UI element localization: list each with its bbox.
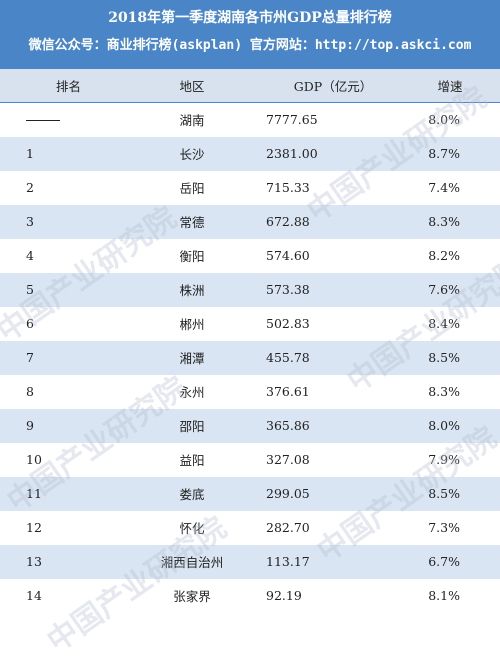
table-row: 12 怀化 282.70 7.3% xyxy=(0,510,500,545)
table-row: 13 湘西自治州 113.17 6.7% xyxy=(0,544,500,579)
cell-gdp: 574.60 xyxy=(266,238,400,273)
cell-region: 邵阳 xyxy=(118,408,266,443)
cell-gdp: 282.70 xyxy=(266,510,400,545)
cell-gdp: 2381.00 xyxy=(266,136,400,171)
cell-growth: 7.9% xyxy=(400,442,500,477)
cell-growth: 8.5% xyxy=(400,476,500,511)
cell-growth: 7.6% xyxy=(400,272,500,307)
table-row: 14 张家界 92.19 8.1% xyxy=(0,578,500,613)
table-row: 8 永州 376.61 8.3% xyxy=(0,374,500,409)
cell-gdp: 92.19 xyxy=(266,578,400,613)
cell-region: 益阳 xyxy=(118,442,266,477)
cell-gdp: 376.61 xyxy=(266,374,400,409)
page-subtitle: 微信公众号：商业排行榜(askplan) 官方网站：http://top.ask… xyxy=(28,38,472,53)
cell-rank: 11 xyxy=(0,476,118,511)
cell-gdp: 7777.65 xyxy=(266,102,400,137)
cell-rank: 14 xyxy=(0,578,118,613)
cell-rank: 4 xyxy=(0,238,118,273)
cell-region: 张家界 xyxy=(118,578,266,613)
cell-growth: 8.5% xyxy=(400,340,500,375)
cell-region: 永州 xyxy=(118,374,266,409)
cell-rank: 9 xyxy=(0,408,118,443)
cell-gdp: 502.83 xyxy=(266,306,400,341)
table-body: 湖南 7777.65 8.0% 1 长沙 2381.00 8.7% 2 岳阳 715.33 7.4%… xyxy=(0,102,500,613)
cell-region: 湘潭 xyxy=(118,340,266,375)
cell-growth: 6.7% xyxy=(400,544,500,579)
cell-rank xyxy=(0,102,118,137)
column-header-gdp: GDP（亿元） xyxy=(266,68,400,103)
cell-gdp: 672.88 xyxy=(266,204,400,239)
table-row: 2 岳阳 715.33 7.4% xyxy=(0,170,500,205)
table-row: 3 常德 672.88 8.3% xyxy=(0,204,500,239)
cell-growth: 8.3% xyxy=(400,374,500,409)
cell-growth: 8.7% xyxy=(400,136,500,171)
column-header-rank: 排名 xyxy=(0,68,118,103)
cell-growth: 8.3% xyxy=(400,204,500,239)
table-row: 6 郴州 502.83 8.4% xyxy=(0,306,500,341)
table-row: 4 衡阳 574.60 8.2% xyxy=(0,238,500,273)
table-row: 1 长沙 2381.00 8.7% xyxy=(0,136,500,171)
cell-gdp: 113.17 xyxy=(266,544,400,579)
dash-mark xyxy=(26,120,60,122)
cell-rank: 6 xyxy=(0,306,118,341)
cell-region: 衡阳 xyxy=(118,238,266,273)
page-title: 2018年第一季度湖南各市州GDP总量排行榜 xyxy=(108,10,392,26)
header: 2018年第一季度湖南各市州GDP总量排行榜 微信公众号：商业排行榜(askpl… xyxy=(0,0,500,68)
cell-growth: 7.3% xyxy=(400,510,500,545)
table-row: 5 株洲 573.38 7.6% xyxy=(0,272,500,307)
cell-rank: 5 xyxy=(0,272,118,307)
cell-growth: 8.1% xyxy=(400,578,500,613)
cell-growth: 8.0% xyxy=(400,408,500,443)
cell-gdp: 573.38 xyxy=(266,272,400,307)
gdp-table: 排名 地区 GDP（亿元） 增速 湖南 7777.65 8.0% 1 长沙 2381.00… xyxy=(0,68,500,613)
cell-gdp: 455.78 xyxy=(266,340,400,375)
table-row: 9 邵阳 365.86 8.0% xyxy=(0,408,500,443)
cell-region: 株洲 xyxy=(118,272,266,307)
cell-growth: 8.4% xyxy=(400,306,500,341)
cell-region: 娄底 xyxy=(118,476,266,511)
cell-rank: 12 xyxy=(0,510,118,545)
cell-region: 怀化 xyxy=(118,510,266,545)
cell-rank: 3 xyxy=(0,204,118,239)
cell-growth: 7.4% xyxy=(400,170,500,205)
cell-rank: 1 xyxy=(0,136,118,171)
cell-region: 岳阳 xyxy=(118,170,266,205)
cell-rank: 2 xyxy=(0,170,118,205)
table-header-row: 排名 地区 GDP（亿元） 增速 xyxy=(0,68,500,103)
table-row: 7 湘潭 455.78 8.5% xyxy=(0,340,500,375)
cell-region: 长沙 xyxy=(118,136,266,171)
column-header-region: 地区 xyxy=(118,68,266,103)
cell-rank: 8 xyxy=(0,374,118,409)
cell-region: 郴州 xyxy=(118,306,266,341)
table-row: 10 益阳 327.08 7.9% xyxy=(0,442,500,477)
cell-gdp: 715.33 xyxy=(266,170,400,205)
table-row: 湖南 7777.65 8.0% xyxy=(0,102,500,137)
cell-growth: 8.0% xyxy=(400,102,500,137)
cell-rank: 13 xyxy=(0,544,118,579)
column-header-growth: 增速 xyxy=(400,68,500,103)
cell-gdp: 299.05 xyxy=(266,476,400,511)
cell-region: 常德 xyxy=(118,204,266,239)
table-row: 11 娄底 299.05 8.5% xyxy=(0,476,500,511)
cell-rank: 7 xyxy=(0,340,118,375)
cell-gdp: 327.08 xyxy=(266,442,400,477)
cell-rank: 10 xyxy=(0,442,118,477)
cell-region: 湘西自治州 xyxy=(118,544,266,579)
cell-region: 湖南 xyxy=(118,102,266,137)
cell-gdp: 365.86 xyxy=(266,408,400,443)
cell-growth: 8.2% xyxy=(400,238,500,273)
